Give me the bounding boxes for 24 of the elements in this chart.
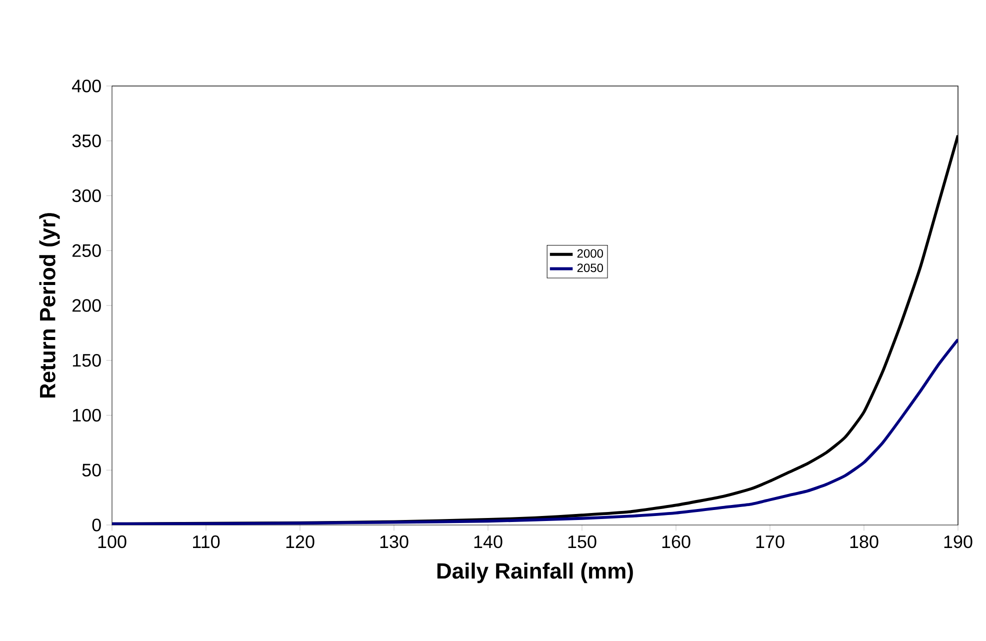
legend-label: 2050: [577, 264, 604, 272]
x-axis-title: Daily Rainfall (mm): [437, 562, 633, 584]
y-tick-label: 0: [92, 518, 101, 532]
x-tick-label: 170: [756, 535, 784, 548]
x-tick-label: 130: [380, 535, 408, 548]
x-tick-label: 180: [850, 535, 878, 548]
y-tick-label: 50: [82, 464, 101, 476]
x-tick-label: 190: [944, 535, 972, 548]
x-tick-label: 110: [193, 535, 220, 548]
legend-label: 2000: [577, 249, 604, 258]
x-tick-label: 140: [474, 535, 502, 548]
y-tick-label: 200: [72, 299, 101, 312]
y-tick-label: 350: [72, 134, 101, 148]
y-tick-label: 300: [72, 189, 101, 202]
y-tick-label: 250: [72, 244, 101, 257]
y-tick-label: 100: [72, 408, 101, 422]
x-tick-label: 160: [662, 535, 690, 548]
x-tick-label: 100: [98, 535, 126, 548]
y-tick-label: 400: [72, 80, 101, 92]
line-series: [112, 338, 958, 525]
x-tick-label: 120: [286, 535, 314, 548]
y-axis-title: Return Period (yr): [39, 213, 60, 398]
x-tick-label: 150: [568, 535, 596, 548]
y-tick-label: 150: [72, 354, 101, 367]
